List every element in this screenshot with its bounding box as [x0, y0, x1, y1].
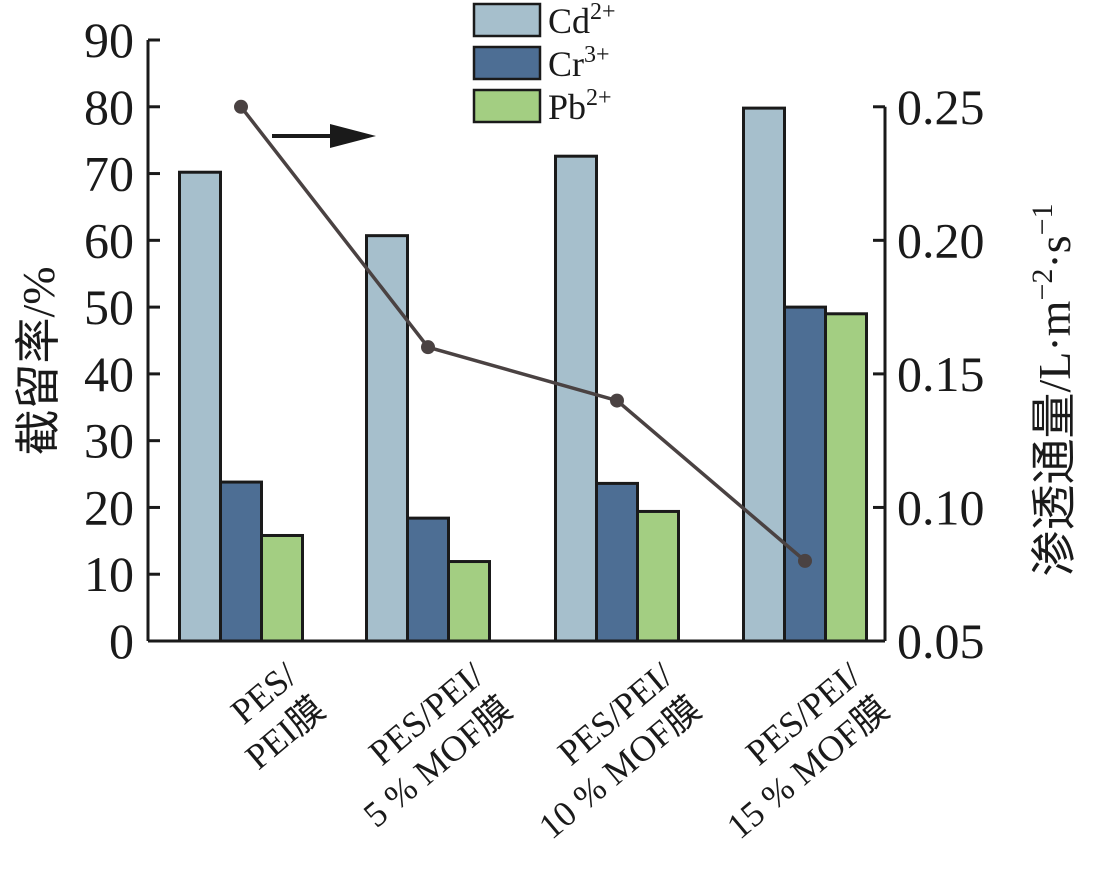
- category-label-1: PES/PEI/5 % MOF膜: [328, 655, 520, 835]
- left-tick-label: 40: [84, 346, 134, 402]
- right-tick-label: 0.20: [897, 212, 985, 268]
- left-axis-title: 截留率/%: [13, 266, 64, 455]
- left-tick-label: 60: [84, 212, 134, 268]
- right-tick-label: 0.25: [897, 79, 985, 135]
- category-label-3: PES/PEI/15 % MOF膜: [691, 655, 897, 847]
- right-axis-arrow: [272, 124, 376, 148]
- left-tick-label: 90: [84, 12, 134, 68]
- left-y-axis: 0 10 20 30 40 50 60 70 80 90: [84, 12, 885, 669]
- legend-ion: Cr: [548, 44, 584, 84]
- legend-charge: 2+: [590, 0, 616, 25]
- bar-cd-2: [554, 154, 598, 643]
- legend-ion: Pb: [548, 87, 586, 127]
- left-tick-label: 20: [84, 479, 134, 535]
- bar-cd-3: [742, 106, 786, 643]
- right-axis-title-sup1: −2: [1026, 269, 1059, 301]
- legend-swatch-cd: [472, 2, 542, 38]
- bar-cr-2: [595, 481, 639, 643]
- bar-cr-1: [406, 516, 450, 643]
- bar-pb-3: [824, 312, 868, 643]
- bar-pb-0: [260, 533, 304, 643]
- legend: Cd2+Cr3+Pb2+: [472, 0, 616, 127]
- right-tick-label: 0.10: [897, 479, 985, 535]
- flux-line-group: [234, 99, 812, 568]
- flux-line: [239, 105, 807, 563]
- right-axis-title-main: 渗透通量/L·m: [1029, 300, 1080, 576]
- category-label-2: PES/PEI/10 % MOF膜: [503, 655, 709, 847]
- left-tick-label: 30: [84, 413, 134, 469]
- bar-cr-3: [783, 305, 827, 643]
- x-axis-labels: PES/PEI膜 PES/PEI/5 % MOF膜 PES/PEI/10 % MOF…: [209, 655, 897, 847]
- flux-point-2: [610, 393, 624, 408]
- left-tick-label: 70: [84, 146, 134, 202]
- right-tick-label: 0.15: [897, 346, 985, 402]
- bar-pb-1: [447, 560, 491, 643]
- bar-cr-0: [219, 480, 263, 643]
- bar-cd-0: [178, 170, 222, 643]
- bar-cd-1: [365, 234, 409, 643]
- left-tick-label: 80: [84, 79, 134, 135]
- left-tick-label: 10: [84, 546, 134, 602]
- legend-label-pb: Pb2+: [548, 85, 612, 127]
- right-y-axis: 0.05 0.10 0.15 0.20 0.25: [873, 79, 985, 669]
- right-axis-title-mid: ·s: [1029, 235, 1080, 268]
- legend-label-cr: Cr3+: [548, 42, 610, 84]
- right-tick-label: 0.05: [897, 613, 985, 669]
- left-tick-label: 50: [84, 279, 134, 335]
- bar-pb-2: [636, 509, 680, 643]
- category-label-0: PES/PEI膜: [209, 655, 332, 777]
- legend-swatch-cr: [472, 45, 542, 81]
- flux-point-0: [234, 99, 248, 114]
- right-axis-title: 渗透通量/L·m−2·s−1: [1026, 203, 1080, 576]
- flux-point-3: [798, 553, 812, 568]
- legend-ion: Cd: [548, 1, 590, 41]
- left-tick-label: 0: [109, 613, 134, 669]
- legend-swatch-pb: [472, 88, 542, 124]
- right-axis-title-sup2: −1: [1026, 203, 1059, 235]
- legend-charge: 2+: [586, 85, 612, 111]
- flux-point-1: [421, 340, 435, 355]
- bars-group: [178, 106, 868, 643]
- legend-charge: 3+: [584, 42, 610, 68]
- legend-label-cd: Cd2+: [548, 0, 616, 41]
